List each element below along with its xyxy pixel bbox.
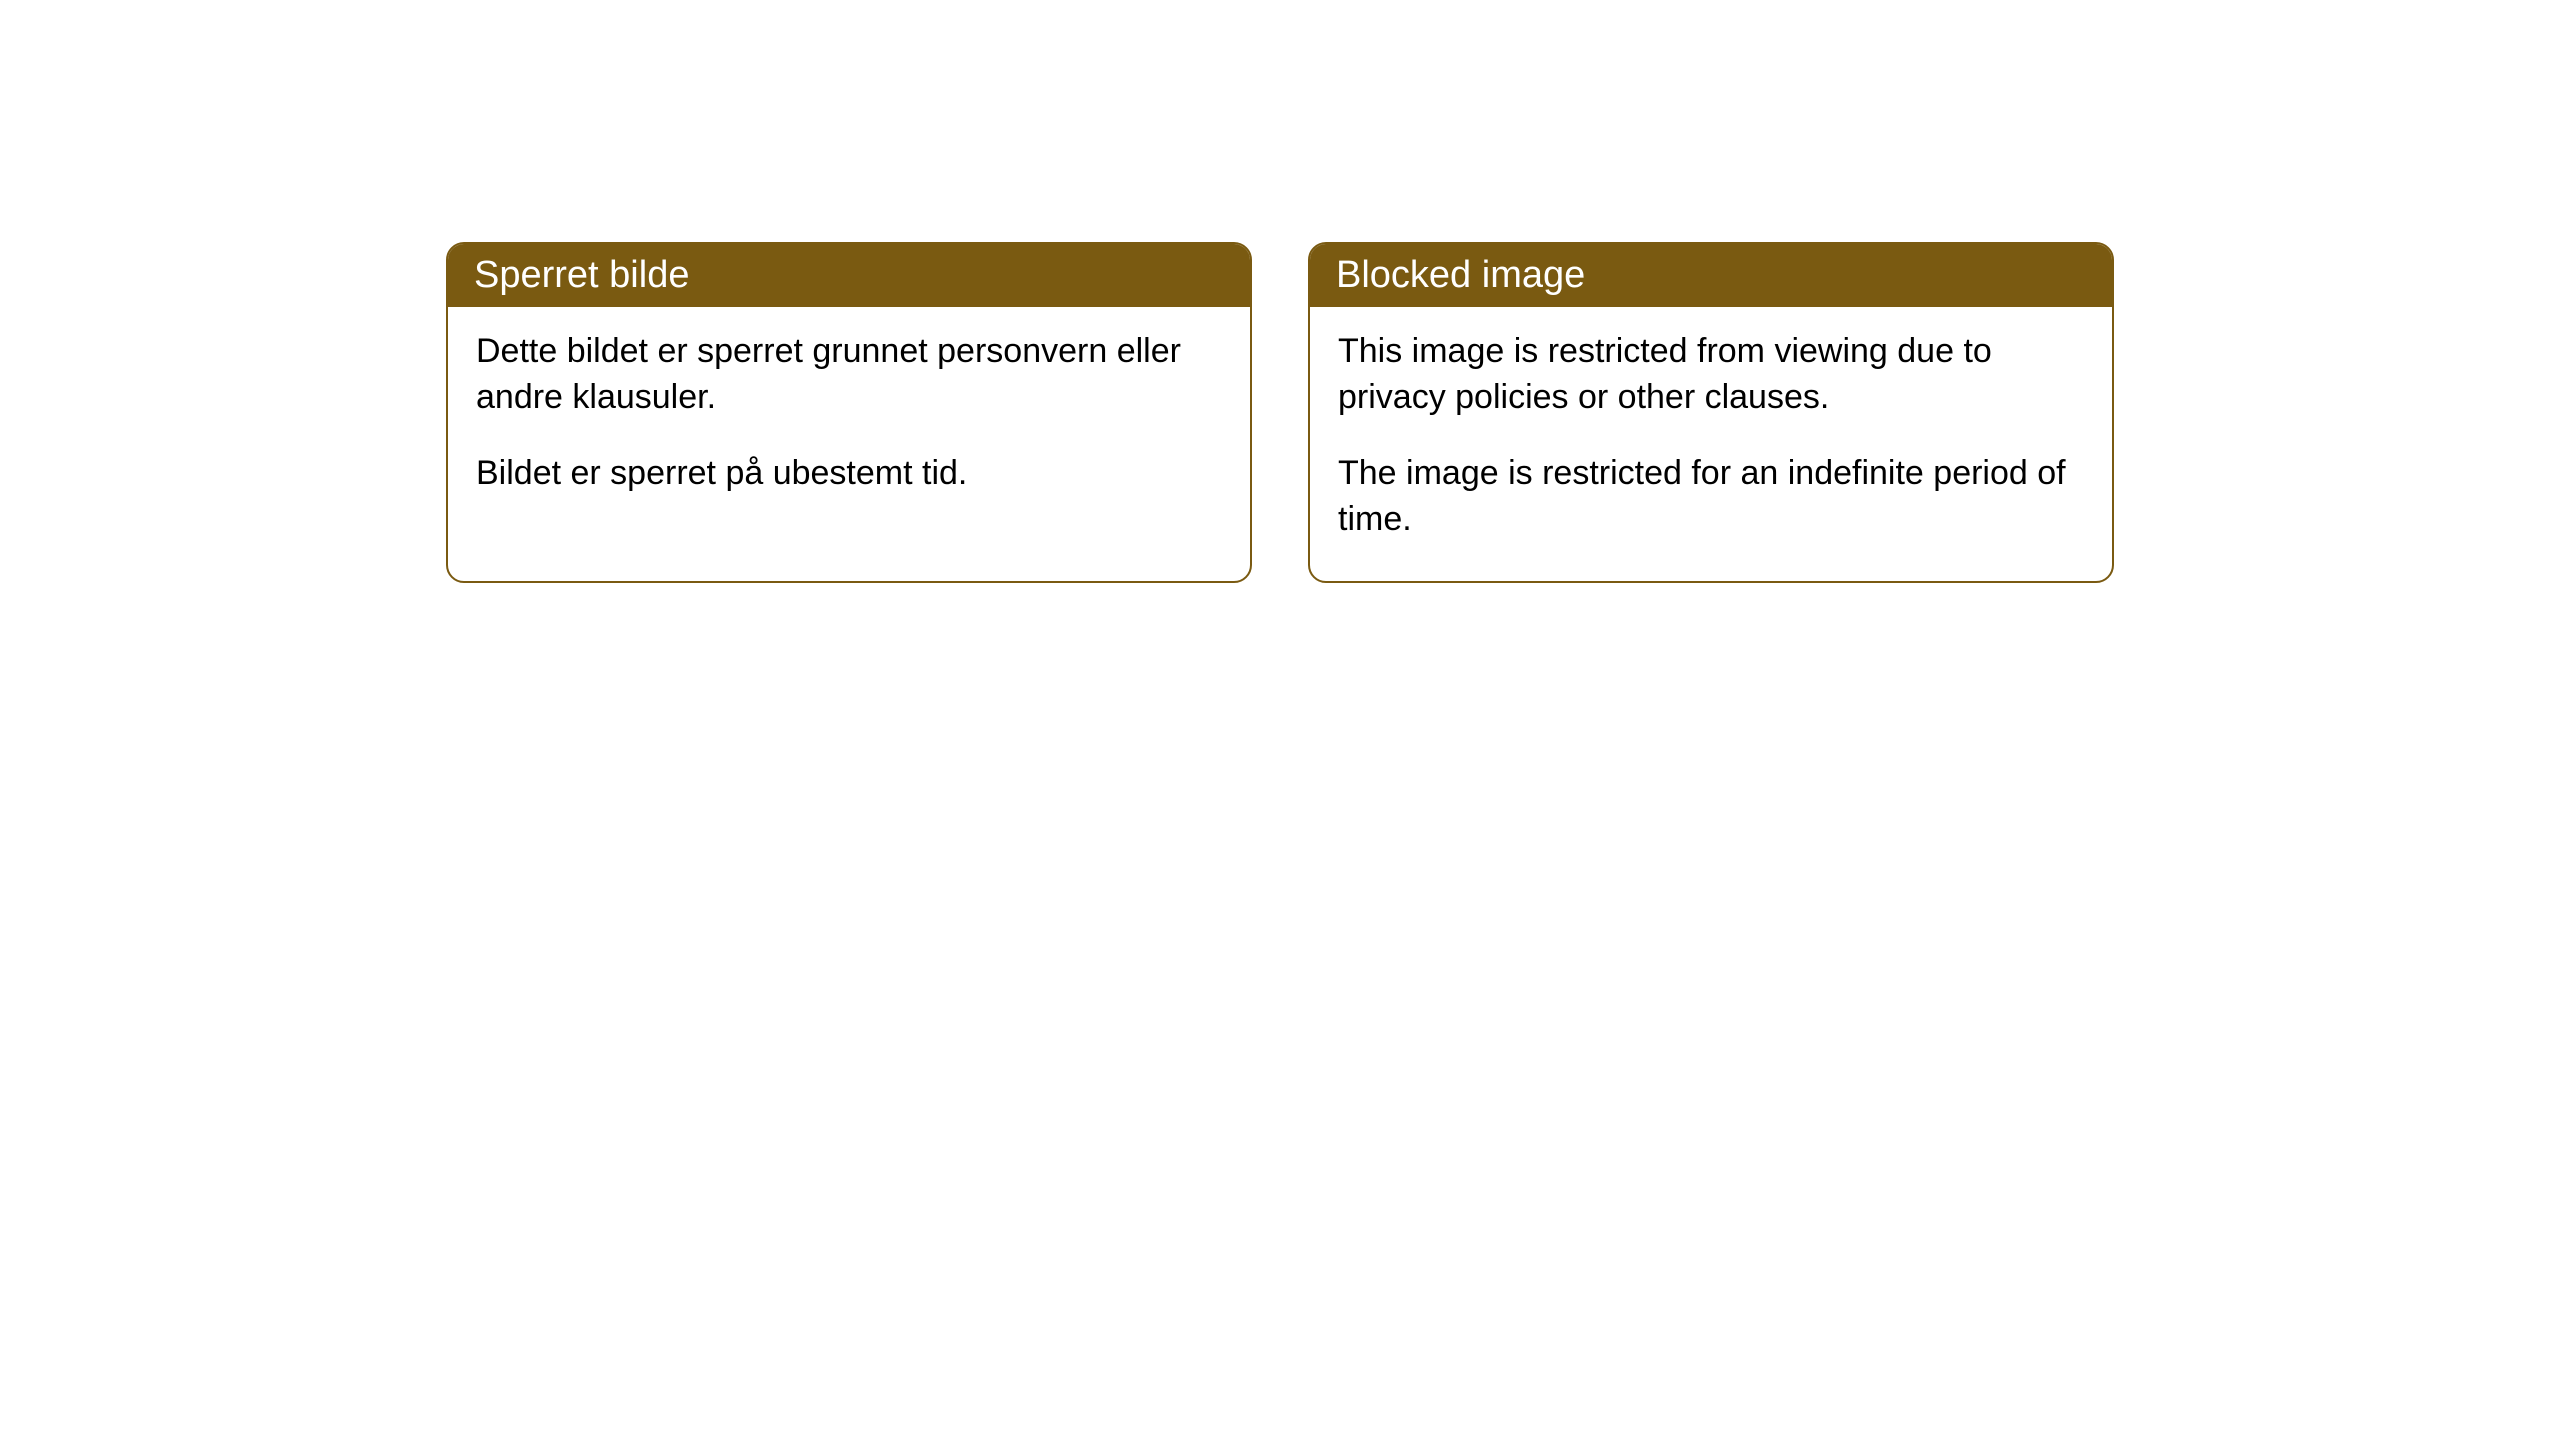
card-body: Dette bildet er sperret grunnet personve… <box>448 307 1250 535</box>
card-paragraph: Bildet er sperret på ubestemt tid. <box>476 451 1222 497</box>
card-body: This image is restricted from viewing du… <box>1310 307 2112 581</box>
notice-cards-container: Sperret bilde Dette bildet er sperret gr… <box>446 242 2560 583</box>
card-title: Blocked image <box>1336 254 1585 296</box>
notice-card-english: Blocked image This image is restricted f… <box>1308 242 2114 583</box>
notice-card-norwegian: Sperret bilde Dette bildet er sperret gr… <box>446 242 1252 583</box>
card-paragraph: Dette bildet er sperret grunnet personve… <box>476 329 1222 421</box>
card-title: Sperret bilde <box>474 254 689 296</box>
card-header: Sperret bilde <box>448 244 1250 307</box>
card-header: Blocked image <box>1310 244 2112 307</box>
card-paragraph: The image is restricted for an indefinit… <box>1338 451 2084 543</box>
card-paragraph: This image is restricted from viewing du… <box>1338 329 2084 421</box>
